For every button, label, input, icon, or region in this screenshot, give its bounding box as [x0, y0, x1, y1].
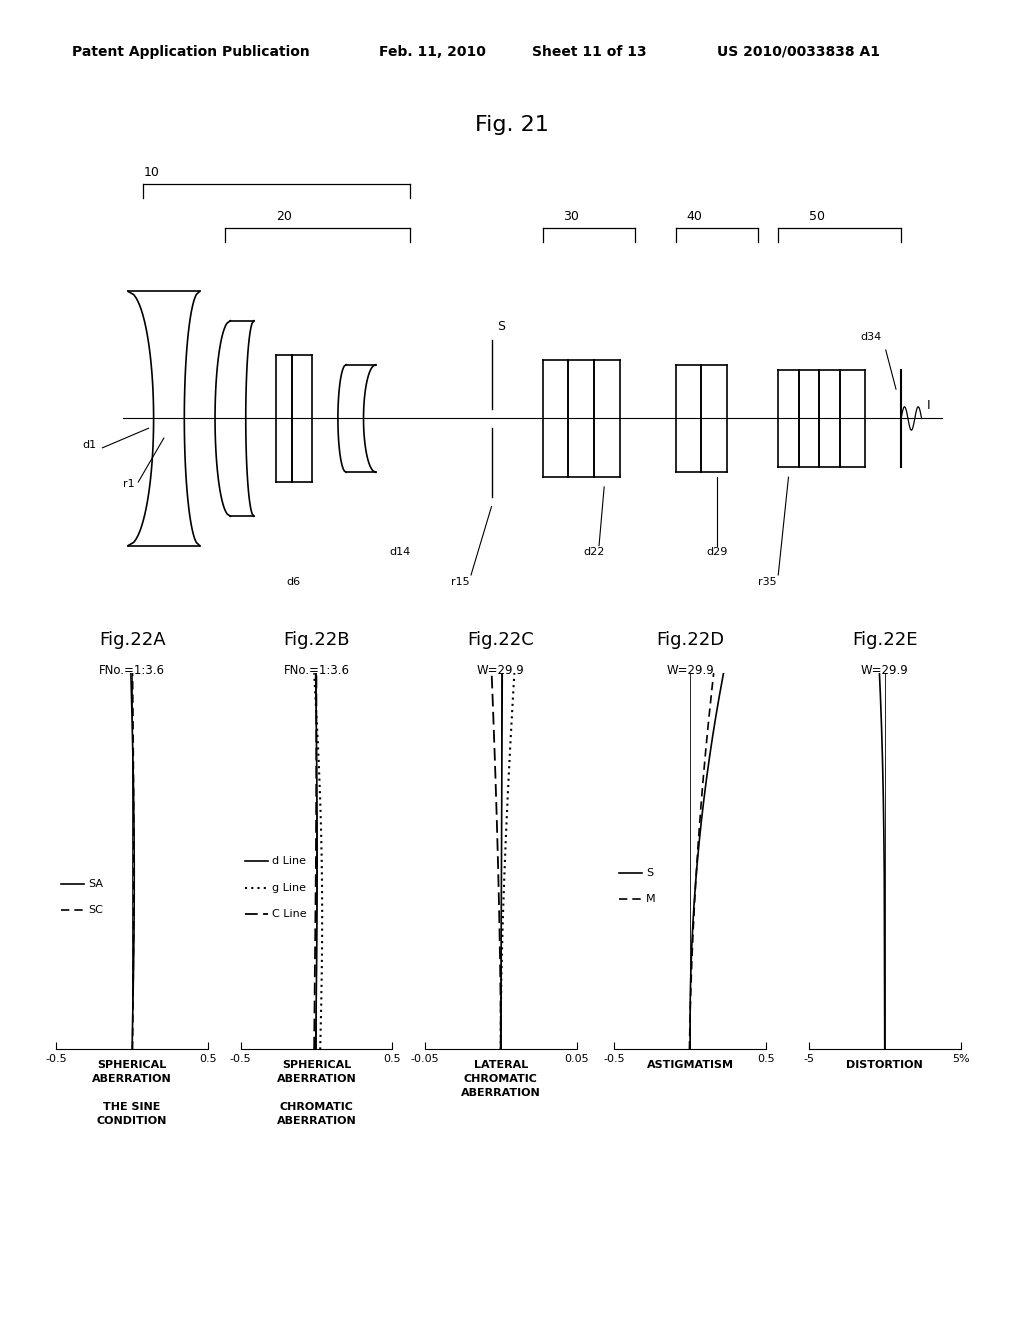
Text: ASTIGMATISM: ASTIGMATISM [647, 1060, 733, 1071]
Text: 20: 20 [276, 210, 293, 223]
Text: 50: 50 [809, 210, 825, 223]
Text: SA: SA [88, 879, 103, 888]
Text: S: S [497, 321, 505, 334]
Text: g Line: g Line [272, 883, 306, 892]
Text: I: I [927, 399, 931, 412]
Text: FNo.=1:3.6: FNo.=1:3.6 [284, 664, 349, 677]
Text: Fig.22C: Fig.22C [467, 631, 535, 649]
Text: W=29.9: W=29.9 [477, 664, 524, 677]
Text: 30: 30 [563, 210, 580, 223]
Text: FNo.=1:3.6: FNo.=1:3.6 [99, 664, 165, 677]
Text: 10: 10 [143, 166, 160, 180]
Text: US 2010/0033838 A1: US 2010/0033838 A1 [717, 45, 880, 59]
Text: Fig.22E: Fig.22E [852, 631, 918, 649]
Text: d Line: d Line [272, 857, 306, 866]
Text: M: M [646, 894, 655, 904]
Text: SC: SC [88, 906, 103, 915]
Text: Patent Application Publication: Patent Application Publication [72, 45, 309, 59]
Text: d22: d22 [584, 548, 605, 557]
Text: Fig.22D: Fig.22D [656, 631, 724, 649]
Text: W=29.9: W=29.9 [667, 664, 714, 677]
Text: Feb. 11, 2010: Feb. 11, 2010 [379, 45, 485, 59]
Text: d6: d6 [287, 577, 301, 586]
Text: 40: 40 [686, 210, 702, 223]
Text: d1: d1 [82, 440, 96, 450]
Text: SPHERICAL
ABERRATION

CHROMATIC
ABERRATION: SPHERICAL ABERRATION CHROMATIC ABERRATIO… [276, 1060, 356, 1126]
Text: C Line: C Line [272, 909, 307, 919]
Text: Sheet 11 of 13: Sheet 11 of 13 [532, 45, 647, 59]
Text: Fig. 21: Fig. 21 [475, 115, 549, 136]
Text: d14: d14 [389, 548, 411, 557]
Text: Fig.22B: Fig.22B [284, 631, 349, 649]
Text: Fig.22A: Fig.22A [98, 631, 166, 649]
Text: d34: d34 [860, 333, 882, 342]
Text: r35: r35 [758, 577, 776, 586]
Text: W=29.9: W=29.9 [861, 664, 908, 677]
Text: LATERAL
CHROMATIC
ABERRATION: LATERAL CHROMATIC ABERRATION [461, 1060, 541, 1098]
Text: SPHERICAL
ABERRATION

THE SINE
CONDITION: SPHERICAL ABERRATION THE SINE CONDITION [92, 1060, 172, 1126]
Text: r1: r1 [123, 479, 134, 488]
Text: d29: d29 [707, 548, 728, 557]
Text: DISTORTION: DISTORTION [847, 1060, 923, 1071]
Text: r15: r15 [451, 577, 469, 586]
Text: S: S [646, 867, 653, 878]
